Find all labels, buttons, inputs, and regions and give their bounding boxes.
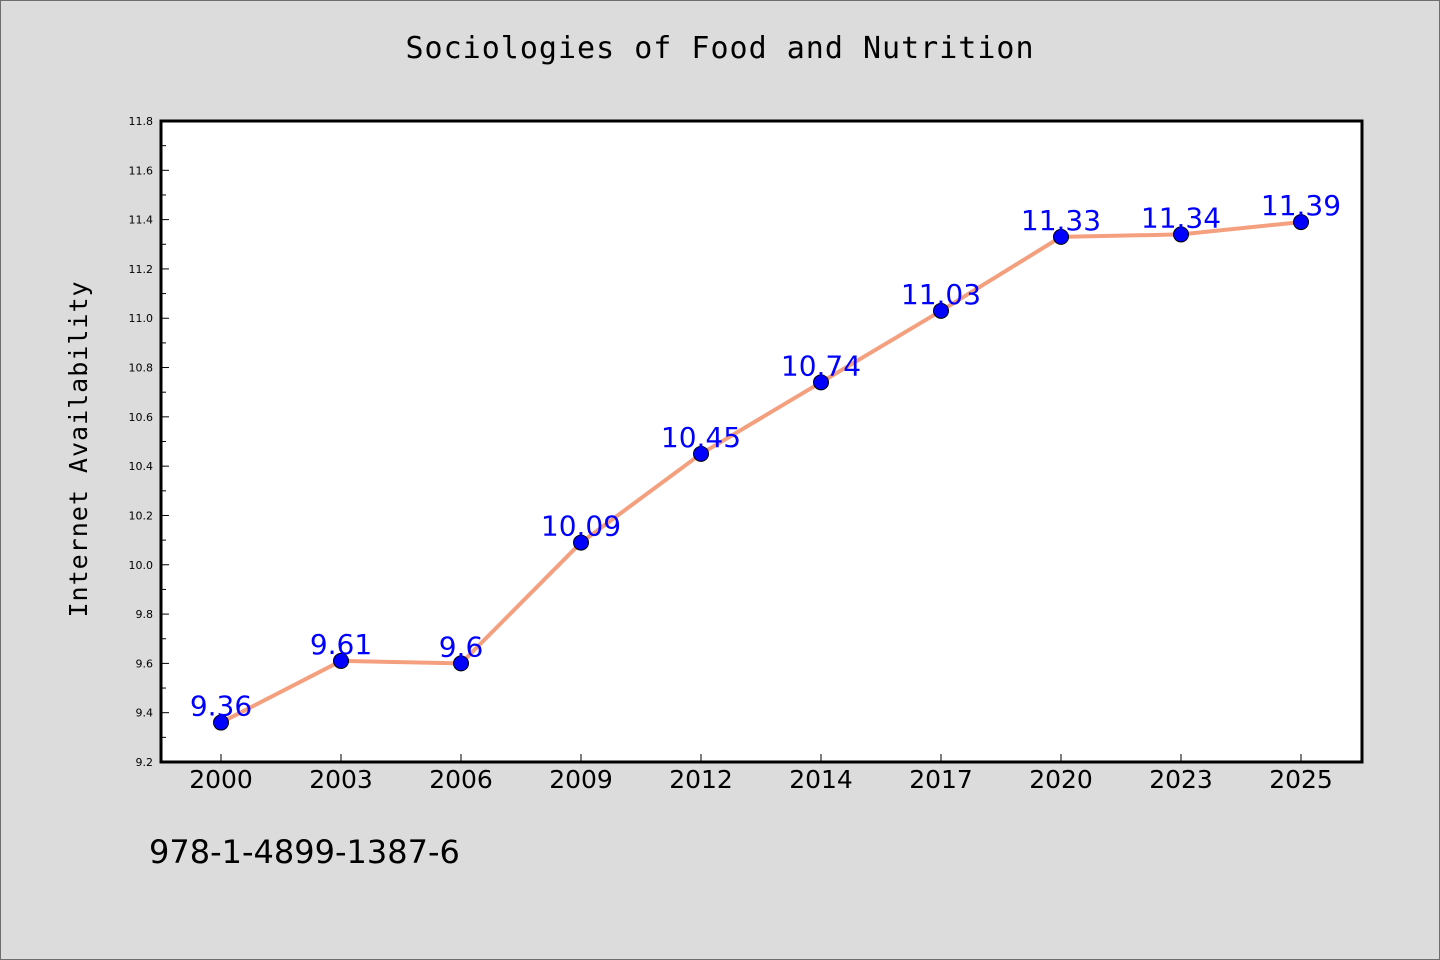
x-tick-label: 2009 bbox=[549, 765, 613, 794]
y-tick-label: 9.6 bbox=[136, 657, 154, 670]
data-point bbox=[813, 374, 829, 391]
data-label: 9.36 bbox=[190, 690, 252, 723]
isbn-text: 978-1-4899-1387-6 bbox=[149, 833, 460, 871]
y-tick-label: 9.2 bbox=[136, 756, 154, 769]
data-point bbox=[1053, 228, 1069, 245]
y-tick-label: 10.6 bbox=[129, 411, 154, 424]
x-tick-label: 2025 bbox=[1269, 765, 1333, 794]
data-point bbox=[573, 534, 589, 551]
x-axis: 2000 2003 2006 2009 2012 2014 2017 2020 2023 2025 bbox=[189, 754, 1333, 794]
data-label: 11.34 bbox=[1141, 201, 1221, 234]
y-tick-label: 11.4 bbox=[129, 214, 154, 227]
y-tick-label: 11.6 bbox=[129, 164, 154, 177]
data-point bbox=[213, 714, 229, 731]
y-tick-label: 10.2 bbox=[129, 509, 154, 522]
y-tick-label: 10.4 bbox=[129, 460, 154, 473]
plot-frame bbox=[159, 119, 1364, 764]
data-label: 10.09 bbox=[541, 510, 621, 543]
data-label: 9.6 bbox=[439, 630, 484, 663]
x-tick-label: 2012 bbox=[669, 765, 733, 794]
y-tick-label: 9.8 bbox=[136, 608, 154, 621]
data-labels: 9.36 9.61 9.6 10.09 10.45 10.74 11.03 11.33 11.3… bbox=[190, 189, 1341, 722]
y-tick-label: 11.8 bbox=[129, 115, 154, 128]
data-point bbox=[333, 652, 349, 669]
data-label: 11.33 bbox=[1021, 204, 1101, 237]
data-label: 10.74 bbox=[781, 349, 861, 382]
data-label: 11.03 bbox=[901, 278, 981, 311]
data-point bbox=[1173, 226, 1189, 243]
x-tick-label: 2000 bbox=[189, 765, 253, 794]
data-label: 11.39 bbox=[1261, 189, 1341, 222]
chart-title: Sociologies of Food and Nutrition bbox=[405, 31, 1035, 66]
data-label: 10.45 bbox=[661, 421, 741, 454]
y-axis-title: Internet Availability bbox=[64, 280, 93, 617]
x-tick-label: 2006 bbox=[429, 765, 493, 794]
data-point bbox=[693, 445, 709, 462]
y-tick-label: 10.8 bbox=[129, 362, 154, 375]
data-point bbox=[933, 302, 949, 319]
y-axis: 9.2 9.4 9.6 9.8 10.0 10.2 10.4 10.6 10.8 11.0 11.2… bbox=[129, 115, 169, 769]
x-tick-label: 2023 bbox=[1149, 765, 1213, 794]
x-tick-label: 2014 bbox=[789, 765, 853, 794]
series-line bbox=[219, 220, 1303, 725]
data-point bbox=[1293, 214, 1309, 231]
y-tick-label: 11.0 bbox=[129, 312, 154, 325]
data-label: 9.61 bbox=[310, 628, 372, 661]
x-tick-label: 2017 bbox=[909, 765, 973, 794]
x-tick-label: 2020 bbox=[1029, 765, 1093, 794]
y-tick-label: 9.4 bbox=[136, 707, 154, 720]
data-point bbox=[453, 655, 469, 672]
plot-area bbox=[161, 121, 1362, 762]
y-tick-label: 10.0 bbox=[129, 559, 154, 572]
x-tick-label: 2003 bbox=[309, 765, 373, 794]
y-tick-label: 11.2 bbox=[129, 263, 154, 276]
series-layer bbox=[213, 214, 1309, 731]
